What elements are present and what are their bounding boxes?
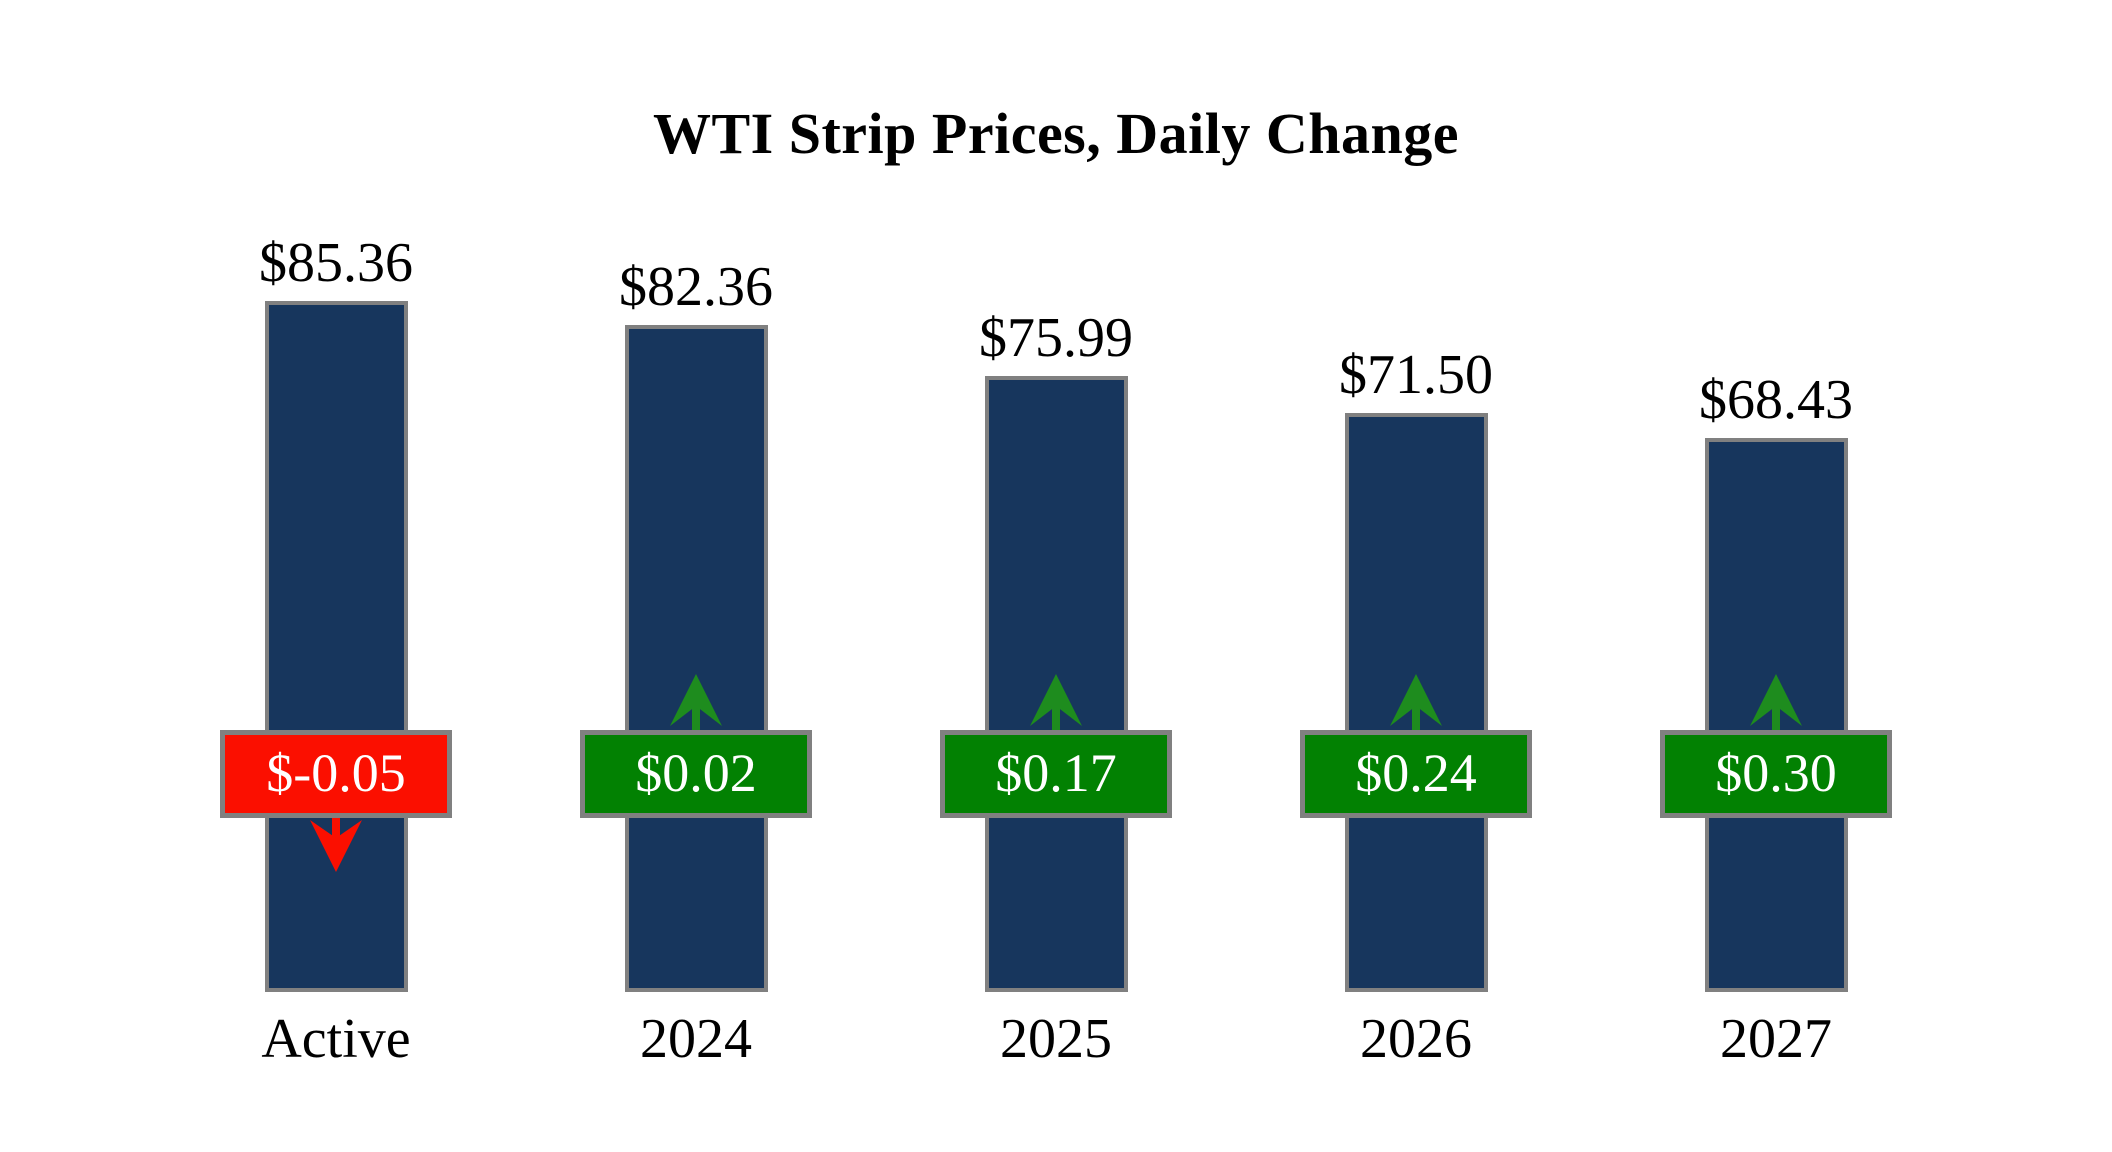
price-label: $75.99 bbox=[979, 307, 1133, 370]
down-arrow-icon bbox=[310, 818, 362, 872]
bar-group-2027: $68.43 $0.30 2027 bbox=[1596, 0, 1956, 1152]
bar bbox=[624, 325, 768, 992]
price-label: $85.36 bbox=[259, 232, 413, 295]
price-label: $68.43 bbox=[1699, 369, 1853, 432]
category-label: 2026 bbox=[1360, 1008, 1472, 1070]
up-arrow-icon bbox=[1030, 674, 1082, 730]
chart-title: WTI Strip Prices, Daily Change bbox=[652, 101, 1460, 166]
category-label: 2025 bbox=[1000, 1008, 1112, 1070]
category-label: 2024 bbox=[640, 1008, 752, 1070]
up-arrow-icon bbox=[1750, 674, 1802, 730]
change-badge: $0.24 bbox=[1300, 730, 1532, 818]
category-label: Active bbox=[261, 1008, 411, 1070]
change-badge: $0.30 bbox=[1660, 730, 1892, 818]
change-badge: $-0.05 bbox=[220, 730, 452, 818]
bar-group-2026: $71.50 $0.24 2026 bbox=[1236, 0, 1596, 1152]
bar bbox=[264, 301, 408, 992]
change-badge: $0.02 bbox=[580, 730, 812, 818]
up-arrow-icon bbox=[670, 674, 722, 730]
category-label: 2027 bbox=[1720, 1008, 1832, 1070]
plot-area: $85.36 $-0.05 Active $82.36 bbox=[156, 0, 1956, 1152]
bar-group-2025: $75.99 $0.17 2025 bbox=[876, 0, 1236, 1152]
bar-group-2024: $82.36 $0.02 2024 bbox=[516, 0, 876, 1152]
change-badge: $0.17 bbox=[940, 730, 1172, 818]
bar-group-active: $85.36 $-0.05 Active bbox=[156, 0, 516, 1152]
bar bbox=[1704, 438, 1848, 992]
price-label: $71.50 bbox=[1339, 344, 1493, 407]
up-arrow-icon bbox=[1390, 674, 1442, 730]
price-label: $82.36 bbox=[619, 256, 773, 319]
